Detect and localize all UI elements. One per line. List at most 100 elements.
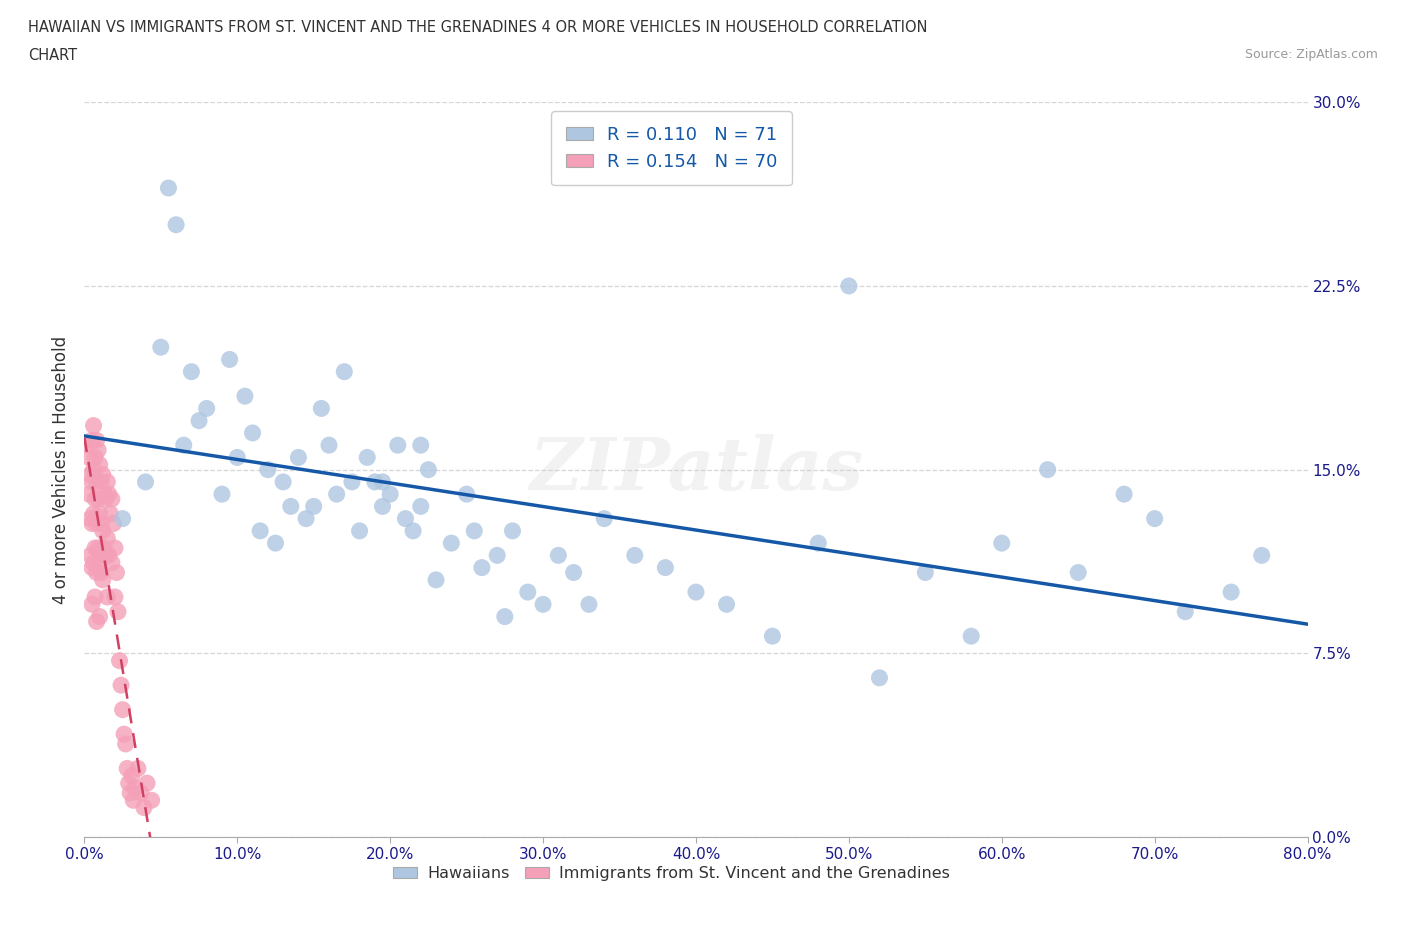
Point <box>80 516 103 531</box>
Point <box>111 512 134 526</box>
Point <box>86 614 108 629</box>
Point <box>960 629 983 644</box>
Point <box>425 573 447 588</box>
Point <box>96 590 118 604</box>
Point <box>118 776 141 790</box>
Point <box>86 474 108 489</box>
Point <box>838 279 860 294</box>
Point <box>402 524 425 538</box>
Point <box>86 432 108 447</box>
Point <box>87 540 110 555</box>
Point <box>531 597 554 612</box>
Point <box>195 401 218 416</box>
Point <box>387 438 409 453</box>
Point <box>380 486 402 501</box>
Point <box>83 418 105 433</box>
Point <box>302 498 325 513</box>
Point <box>120 786 142 801</box>
Point <box>84 590 107 604</box>
Point <box>110 678 132 693</box>
Point <box>318 438 340 453</box>
Point <box>76 438 98 453</box>
Point <box>1174 604 1197 619</box>
Point <box>233 389 256 404</box>
Point <box>173 438 195 453</box>
Point <box>141 792 163 807</box>
Point <box>96 474 118 489</box>
Point <box>105 565 128 580</box>
Point <box>257 462 280 477</box>
Text: HAWAIIAN VS IMMIGRANTS FROM ST. VINCENT AND THE GRENADINES 4 OR MORE VEHICLES IN: HAWAIIAN VS IMMIGRANTS FROM ST. VINCENT … <box>28 20 928 35</box>
Point <box>654 560 676 575</box>
Legend: Hawaiians, Immigrants from St. Vincent and the Grenadines: Hawaiians, Immigrants from St. Vincent a… <box>387 860 956 888</box>
Point <box>91 524 114 538</box>
Point <box>112 726 135 741</box>
Point <box>80 432 103 447</box>
Point <box>157 180 180 195</box>
Point <box>90 516 112 531</box>
Point <box>456 486 478 501</box>
Point <box>562 565 585 580</box>
Point <box>394 512 416 526</box>
Point <box>486 548 509 563</box>
Point <box>494 609 516 624</box>
Point <box>124 780 146 795</box>
Point <box>1250 548 1272 563</box>
Point <box>80 597 103 612</box>
Point <box>97 486 120 501</box>
Point <box>271 474 294 489</box>
Point <box>1143 512 1166 526</box>
Point <box>807 536 830 551</box>
Point <box>1220 585 1243 600</box>
Point <box>311 401 333 416</box>
Point <box>409 438 432 453</box>
Point <box>89 555 111 570</box>
Point <box>84 540 107 555</box>
Point <box>136 776 159 790</box>
Point <box>89 458 111 472</box>
Point <box>418 462 440 477</box>
Point <box>103 516 125 531</box>
Point <box>218 352 240 367</box>
Point <box>114 737 136 751</box>
Point <box>90 474 112 489</box>
Point <box>716 597 738 612</box>
Point <box>127 761 149 776</box>
Point <box>90 565 112 580</box>
Point <box>578 597 600 612</box>
Point <box>94 492 117 507</box>
Point <box>93 540 115 555</box>
Point <box>111 702 134 717</box>
Point <box>77 450 100 465</box>
Point <box>180 365 202 379</box>
Point <box>914 565 936 580</box>
Point <box>93 486 115 501</box>
Point <box>264 536 287 551</box>
Point <box>84 450 107 465</box>
Point <box>1114 486 1136 501</box>
Point <box>87 492 110 507</box>
Point <box>83 506 105 521</box>
Point <box>356 450 378 465</box>
Point <box>371 474 394 489</box>
Point <box>135 474 157 489</box>
Point <box>463 524 485 538</box>
Point <box>83 462 105 477</box>
Point <box>86 565 108 580</box>
Point <box>91 467 114 482</box>
Point <box>593 512 616 526</box>
Point <box>97 548 120 563</box>
Point <box>249 524 271 538</box>
Point <box>1036 462 1059 477</box>
Point <box>547 548 569 563</box>
Point <box>115 761 138 776</box>
Point <box>132 800 155 815</box>
Point <box>991 536 1014 551</box>
Point <box>761 629 783 644</box>
Point <box>165 218 187 232</box>
Point <box>333 365 356 379</box>
Point <box>325 486 347 501</box>
Point <box>516 585 538 600</box>
Point <box>101 492 124 507</box>
Point <box>211 486 233 501</box>
